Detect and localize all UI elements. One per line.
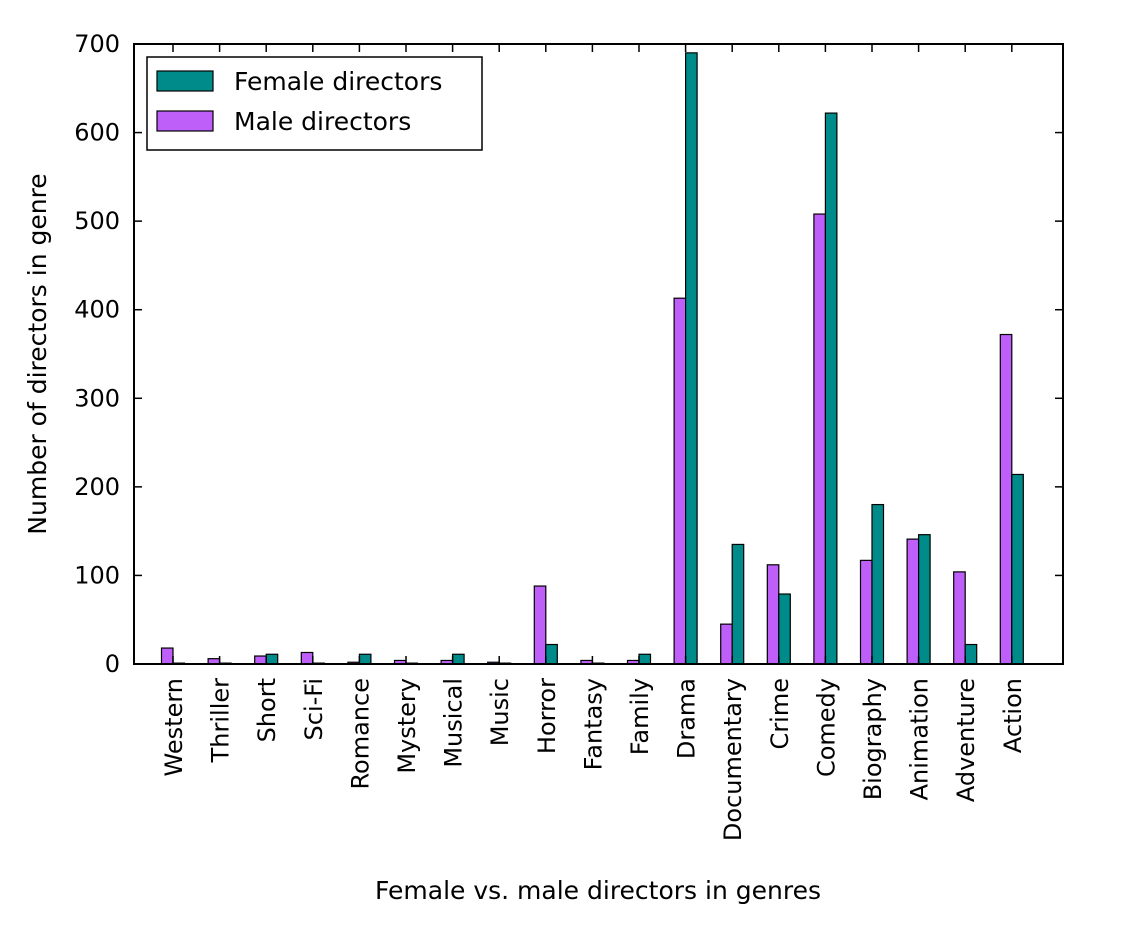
legend-swatch-female-directors: [156, 70, 214, 92]
y-tick-label: 600: [74, 119, 120, 147]
y-axis-label: Number of directors in genre: [23, 173, 52, 534]
bar-animation-female-directors: [917, 534, 931, 665]
bar-crime-male-directors: [766, 564, 780, 665]
x-tick-label: Documentary: [719, 678, 747, 841]
bar-romance-female-directors: [358, 653, 372, 665]
bar-musical-female-directors: [452, 653, 465, 665]
bar-action-female-directors: [1011, 473, 1024, 665]
bar-adventure-male-directors: [953, 571, 966, 665]
x-tick-label: Western: [160, 678, 188, 776]
legend-label: Male directors: [234, 107, 411, 136]
y-tick-label: 200: [74, 473, 120, 501]
legend-label: Female directors: [234, 67, 442, 96]
x-tick-label: Horror: [533, 678, 561, 754]
bar-comedy-female-directors: [824, 112, 838, 665]
bar-documentary-female-directors: [731, 543, 745, 665]
bar-horror-female-directors: [545, 643, 558, 665]
y-tick-label: 700: [74, 30, 120, 58]
x-tick-label: Romance: [346, 678, 374, 790]
x-tick-label: Adventure: [952, 678, 980, 802]
bar-documentary-male-directors: [720, 623, 733, 665]
legend: Female directors Male directors: [146, 56, 483, 151]
y-tick-label: 400: [74, 296, 120, 324]
x-tick-label: Crime: [766, 678, 794, 749]
x-axis-label: Female vs. male directors in genres: [375, 876, 821, 905]
y-axis: 0 100 200 300 400 500 600 700: [74, 30, 1063, 678]
legend-swatch-male-directors: [156, 110, 214, 132]
bar-sci-fi-male-directors: [300, 651, 314, 665]
x-axis: Western Thriller Short Sci-Fi Romance Mystery…: [160, 44, 1027, 841]
bar-short-female-directors: [265, 653, 279, 665]
x-tick-label: Thriller: [207, 678, 235, 764]
bar-short-male-directors: [254, 655, 267, 665]
bar-biography-female-directors: [871, 503, 885, 665]
bar-crime-female-directors: [778, 593, 791, 665]
x-tick-label: Mystery: [393, 678, 421, 774]
bar-action-male-directors: [999, 333, 1013, 665]
x-tick-label: Comedy: [812, 678, 840, 777]
y-tick-label: 0: [105, 650, 120, 678]
bar-drama-female-directors: [684, 52, 698, 665]
bar-drama-male-directors: [673, 297, 687, 665]
bar-comedy-male-directors: [813, 213, 827, 665]
x-tick-label: Action: [999, 678, 1027, 753]
bar-horror-male-directors: [533, 585, 547, 665]
plot-frame: [133, 43, 1064, 665]
x-tick-label: Music: [486, 678, 514, 746]
y-tick-label: 500: [74, 207, 120, 235]
x-tick-label: Sci-Fi: [300, 678, 328, 740]
bars-group: [160, 52, 1024, 665]
bar-family-female-directors: [638, 653, 652, 665]
x-tick-label: Animation: [906, 678, 934, 800]
x-tick-label: Biography: [859, 678, 887, 800]
bar-western-male-directors: [160, 647, 174, 665]
bar-biography-male-directors: [859, 559, 873, 665]
x-tick-label: Musical: [440, 678, 468, 768]
bar-adventure-female-directors: [964, 643, 978, 665]
x-tick-label: Drama: [673, 678, 701, 759]
x-tick-label: Fantasy: [579, 678, 607, 770]
x-tick-label: Family: [626, 678, 654, 755]
bar-animation-male-directors: [906, 538, 920, 665]
y-tick-label: 100: [74, 561, 120, 589]
x-tick-label: Short: [253, 678, 281, 742]
y-tick-label: 300: [74, 384, 120, 412]
